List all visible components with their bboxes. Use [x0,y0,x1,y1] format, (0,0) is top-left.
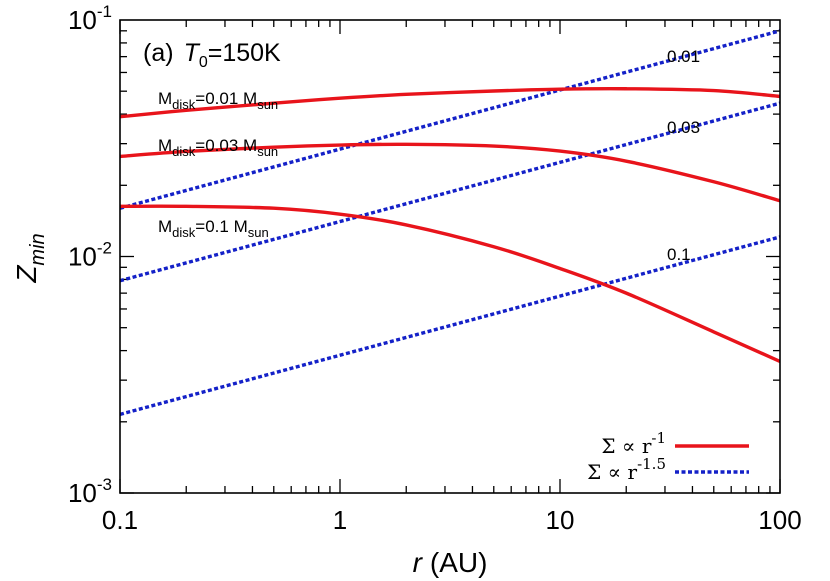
x-tick-label: 0.1 [102,505,138,535]
solid-series-line [120,204,780,363]
legend-label: Σ ∝ r-1 [601,429,666,458]
solid-series-label: Mdisk=0.1 Msun [158,217,269,240]
solid-series-label: Mdisk=0.03 Msun [158,136,278,159]
solid-series-line [120,86,780,119]
dashed-series-label: 0.1 [667,245,691,264]
dashed-series-line [120,101,780,283]
x-tick-label: 100 [758,505,801,535]
x-tick-label: 10 [546,505,575,535]
dashed-series-line [120,235,780,417]
series-layer [120,29,780,417]
dashed-series-label: 0.01 [667,47,700,66]
y-tick-label: 10-2 [68,239,112,272]
y-tick-label: 10-3 [68,475,112,508]
x-tick-label: 1 [333,505,347,535]
legend-label: Σ ∝ r-1.5 [587,455,666,484]
dashed-series-label: 0.03 [667,118,700,137]
solid-series-labels: Mdisk=0.01 Msun Mdisk=0.03 Msun Mdisk=0.1 … [158,89,278,240]
x-axis-title: r (AU) [413,547,488,578]
panel-label: (a) T0=150K [143,39,281,71]
axis-ticks [119,20,781,494]
y-tick-label: 10-1 [68,2,112,35]
y-axis-title: Zmin [11,233,49,283]
dashed-series-labels: 0.01 0.03 0.1 [667,47,700,264]
tick-labels: 0.1 1 10 100 10-3 10-2 10-1 [68,2,802,535]
plot-frame [119,19,781,494]
solid-series-line [120,142,780,203]
legend: Σ ∝ r-1Σ ∝ r-1.5 [587,429,749,484]
solid-series-label: Mdisk=0.01 Msun [158,89,278,112]
dashed-series-line [120,29,780,210]
